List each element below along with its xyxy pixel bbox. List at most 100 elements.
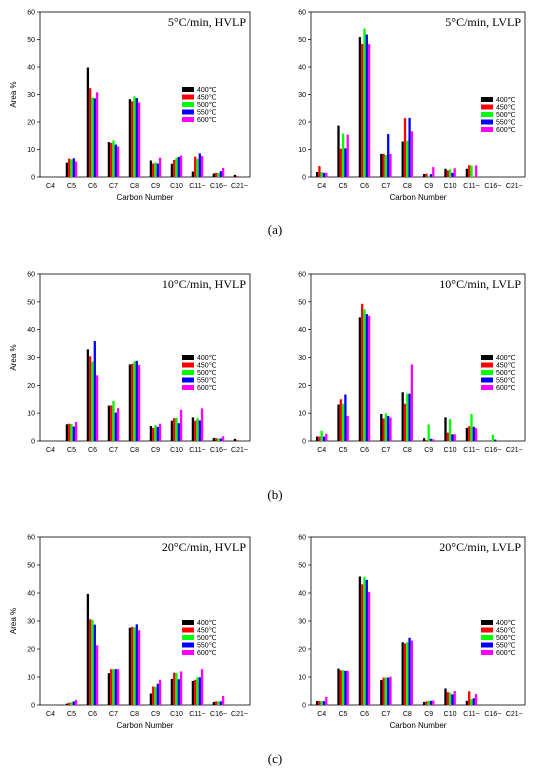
bar <box>173 672 176 705</box>
bar <box>221 167 225 177</box>
bar <box>70 424 73 441</box>
bar <box>474 165 478 177</box>
bar <box>194 420 197 441</box>
x-tick-label: C9 <box>151 447 160 454</box>
bar <box>403 643 407 705</box>
bar <box>236 440 239 441</box>
bar <box>429 174 433 177</box>
bar <box>320 701 323 705</box>
x-tick-label: C9 <box>424 183 433 190</box>
bar <box>339 670 342 705</box>
bar <box>384 413 388 441</box>
bar <box>344 394 347 441</box>
x-tick-label: C7 <box>381 447 390 454</box>
bar <box>361 584 364 705</box>
bar <box>382 418 385 441</box>
bar <box>156 426 159 441</box>
bar <box>156 683 159 705</box>
bar <box>448 169 452 177</box>
bar <box>95 92 99 177</box>
chart-panel-3: 0 10 20 30 40 50 60 C4 C5 C6 C7 C8 C9 C10 C11~ C16~ C21~… <box>9 272 251 454</box>
y-tick-label: 30 <box>298 92 306 99</box>
bar <box>107 673 111 705</box>
bar <box>491 434 495 441</box>
bar <box>158 679 162 705</box>
bar <box>387 415 390 441</box>
bar <box>152 427 155 441</box>
x-axis-label: Carbon Number <box>117 193 174 202</box>
bar <box>86 67 90 177</box>
bar <box>110 142 113 177</box>
bar <box>194 156 197 177</box>
y-tick-label: 30 <box>298 619 306 626</box>
bar <box>93 341 96 441</box>
x-tick-label: C10 <box>170 447 183 454</box>
bar <box>344 670 347 705</box>
x-axis-label: Carbon Number <box>390 193 447 202</box>
bar <box>196 418 199 441</box>
legend-swatch <box>481 112 493 117</box>
legend-swatch <box>182 635 194 640</box>
x-tick-label: C4 <box>46 183 55 190</box>
x-tick-label: C21~ <box>506 183 523 190</box>
bar <box>318 701 321 705</box>
x-axis-label: Carbon Number <box>117 721 174 730</box>
y-tick-label: 10 <box>27 411 35 418</box>
legend-label: 450℃ <box>496 363 516 370</box>
chart-panel-1: 0 10 20 30 40 50 60 C4 C5 C6 C7 C8 C9 C10 C11~ C16~ C21~… <box>9 10 251 202</box>
bar <box>93 624 96 705</box>
y-tick-label: 50 <box>27 563 35 570</box>
legend-swatch <box>182 642 194 648</box>
bar <box>432 167 435 177</box>
x-tick-label: C5 <box>67 183 76 190</box>
bar <box>91 97 94 177</box>
bar <box>200 669 204 705</box>
bar <box>389 153 392 177</box>
bar <box>403 118 407 177</box>
plot-frame <box>39 536 251 706</box>
legend-swatch <box>182 117 194 122</box>
bar <box>410 131 414 177</box>
bar <box>472 426 475 441</box>
bar <box>341 670 345 705</box>
legend-swatch <box>481 627 493 633</box>
bar <box>406 140 409 177</box>
x-tick-label: C11~ <box>463 447 479 454</box>
legend-swatch <box>481 620 493 625</box>
bar <box>367 44 371 177</box>
y-tick-label: 60 <box>298 272 306 279</box>
bar <box>86 593 90 705</box>
chart-title: 5°C/min, HVLP <box>168 15 246 29</box>
bar <box>422 438 426 441</box>
chart-panel-6: 0 10 20 30 40 50 60 C4 C5 C6 C7 C8 C9 C10 C11~ C16~ C21~… <box>298 535 526 730</box>
bar <box>72 701 75 705</box>
bar <box>432 439 435 441</box>
chart-title: 20°C/min, LVLP <box>439 540 521 554</box>
bar <box>233 438 237 441</box>
bar <box>116 146 120 177</box>
x-tick-label: C6 <box>88 447 97 454</box>
chart-panel-4: 0 10 20 30 40 50 60 C4 C5 C6 C7 C8 C9 C10 C11~ C16~ C21~… <box>298 272 526 454</box>
bar <box>131 363 134 441</box>
bar <box>427 424 430 441</box>
x-tick-label: C4 <box>317 711 326 718</box>
bar <box>196 158 199 177</box>
bar <box>72 158 75 177</box>
x-tick-label: C5 <box>67 711 76 718</box>
legend-label: 500℃ <box>496 112 516 119</box>
legend-swatch <box>182 362 194 368</box>
bar <box>215 172 218 177</box>
bar <box>86 349 90 441</box>
y-tick-label: 60 <box>298 535 306 542</box>
legend-label: 550℃ <box>197 110 217 117</box>
x-tick-label: C16~ <box>484 447 501 454</box>
bar <box>74 161 78 177</box>
legend-swatch <box>182 355 194 360</box>
bar <box>93 98 96 177</box>
x-tick-label: C7 <box>109 183 118 190</box>
bar <box>325 172 328 177</box>
bar <box>112 669 115 705</box>
bar <box>444 417 447 441</box>
bar <box>346 134 349 177</box>
y-tick-label: 60 <box>298 10 306 17</box>
